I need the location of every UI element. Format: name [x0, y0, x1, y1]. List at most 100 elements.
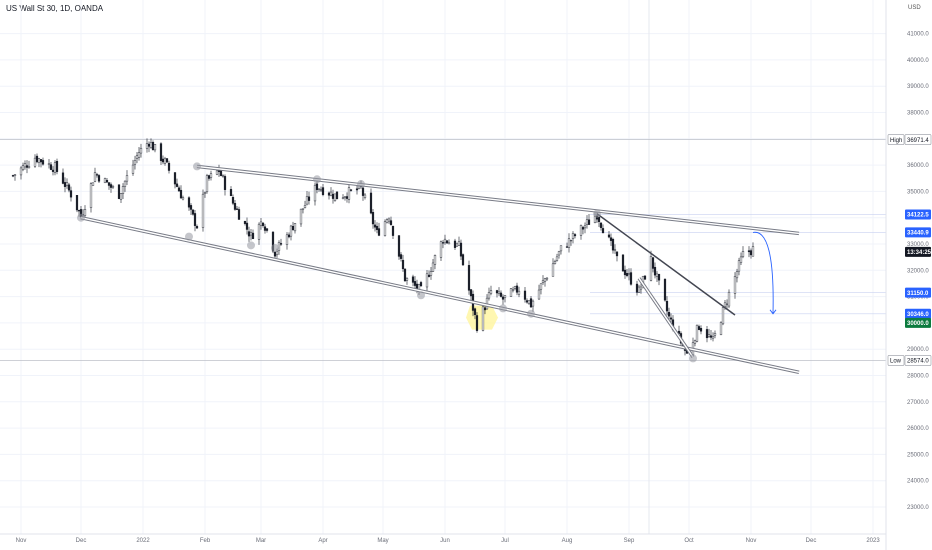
candle-body [263, 226, 267, 231]
candle-body [667, 311, 671, 317]
candle-body [161, 158, 165, 163]
candle-body [389, 220, 393, 225]
candle-body [77, 210, 81, 212]
candle-body [385, 219, 389, 223]
candle-body [555, 256, 559, 261]
candle-body [625, 273, 629, 276]
y-tick-label: 27000.0 [907, 400, 929, 406]
candle-body [557, 251, 561, 256]
wedge-lower-line-inner [638, 277, 694, 358]
candle-body [261, 222, 265, 226]
candle-body [287, 234, 291, 238]
projection-arrow-head [769, 309, 777, 315]
candle-body [643, 275, 647, 280]
candle-body [331, 193, 335, 199]
candle-body [635, 283, 639, 293]
pivot-marker [247, 241, 255, 250]
candle-body [657, 273, 661, 281]
candle-body [125, 175, 129, 182]
candle-body [107, 182, 111, 186]
candle-body [719, 322, 723, 336]
x-tick-label: Nov [16, 538, 27, 544]
price-tag-value: 33440.9 [907, 231, 929, 237]
candle-body [391, 225, 395, 236]
candle-body [579, 225, 583, 236]
candle-body [35, 155, 39, 163]
candle-body [527, 300, 531, 304]
price-tag-value: 34122.5 [907, 213, 929, 219]
time-axis[interactable]: Nov Dec 2022 Feb Mar Apr May Jun Jul Aug Sep Oct Nov… [0, 533, 886, 544]
candle-body [179, 189, 183, 199]
x-tick-label: Dec [806, 538, 817, 544]
candle-body [739, 256, 743, 263]
candle-body [173, 172, 177, 185]
candle-body [147, 143, 151, 147]
candle-body [95, 174, 99, 176]
candle-body [441, 242, 445, 244]
candle-body [751, 246, 755, 257]
candle-body [443, 238, 447, 244]
candle-body [83, 209, 87, 216]
price-tag-value: 31150.0 [907, 291, 929, 297]
candle-body [175, 183, 179, 187]
candle-body [429, 271, 433, 276]
x-tick-label: 2023 [866, 538, 880, 544]
chart-title: US Wall St 30, 1D, OANDA [6, 4, 104, 13]
candle-body [539, 283, 543, 290]
candle-body [565, 246, 569, 248]
candle-body [439, 241, 443, 258]
candle-body [401, 259, 405, 270]
pivot-marker [185, 232, 193, 241]
candle-body [727, 291, 731, 307]
y-tick-label: 33000.0 [907, 242, 929, 248]
candle-body [315, 183, 319, 190]
candle-body [585, 219, 589, 225]
candle-body [343, 196, 347, 199]
candle-body [499, 292, 503, 297]
candle-body [581, 227, 585, 230]
candle-body [221, 175, 225, 177]
candle-body [515, 285, 519, 293]
candle-body [655, 273, 659, 278]
x-tick-label: 2022 [136, 538, 150, 544]
candle-body [63, 182, 67, 187]
candle-body [509, 288, 513, 297]
candle-body [489, 290, 493, 294]
candle-body [131, 164, 135, 174]
price-tag [905, 317, 931, 328]
candle-body [371, 212, 375, 225]
candle-body [305, 196, 309, 205]
candle-body [249, 232, 253, 236]
candle-body [459, 242, 463, 257]
candle-body [121, 186, 125, 195]
y-tick-label: 39000.0 [907, 84, 929, 90]
candles [11, 138, 755, 357]
candle-body [303, 205, 307, 209]
candle-body [697, 326, 701, 330]
candle-body [597, 217, 601, 223]
candle-body [11, 175, 15, 177]
candle-body [205, 175, 209, 193]
candle-body [349, 189, 353, 191]
candle-body [599, 222, 603, 228]
candle-body [243, 221, 247, 224]
price-tag [904, 134, 932, 145]
candle-body [307, 196, 311, 201]
candle-body [467, 265, 471, 291]
price-axis[interactable]: 23000.0 24000.0 25000.0 26000.0 27000.0 28000… [885, 0, 929, 550]
candle-body [193, 213, 197, 226]
candle-body [251, 232, 255, 239]
pivot-marker [77, 213, 85, 222]
candle-body [33, 157, 37, 167]
candle-body [97, 175, 101, 182]
candle-body [117, 184, 121, 199]
x-tick-label: Nov [746, 538, 757, 544]
candle-body [709, 335, 713, 338]
candle-body [313, 184, 317, 202]
candle-body [135, 155, 139, 159]
candle-body [89, 183, 93, 208]
candle-body [567, 238, 571, 248]
candle-body [319, 189, 323, 191]
y-tick-label: 24000.0 [907, 479, 929, 485]
